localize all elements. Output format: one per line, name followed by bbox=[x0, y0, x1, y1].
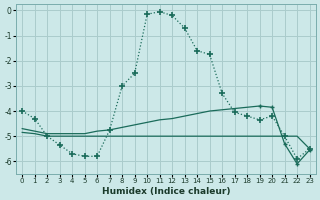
X-axis label: Humidex (Indice chaleur): Humidex (Indice chaleur) bbox=[102, 187, 230, 196]
